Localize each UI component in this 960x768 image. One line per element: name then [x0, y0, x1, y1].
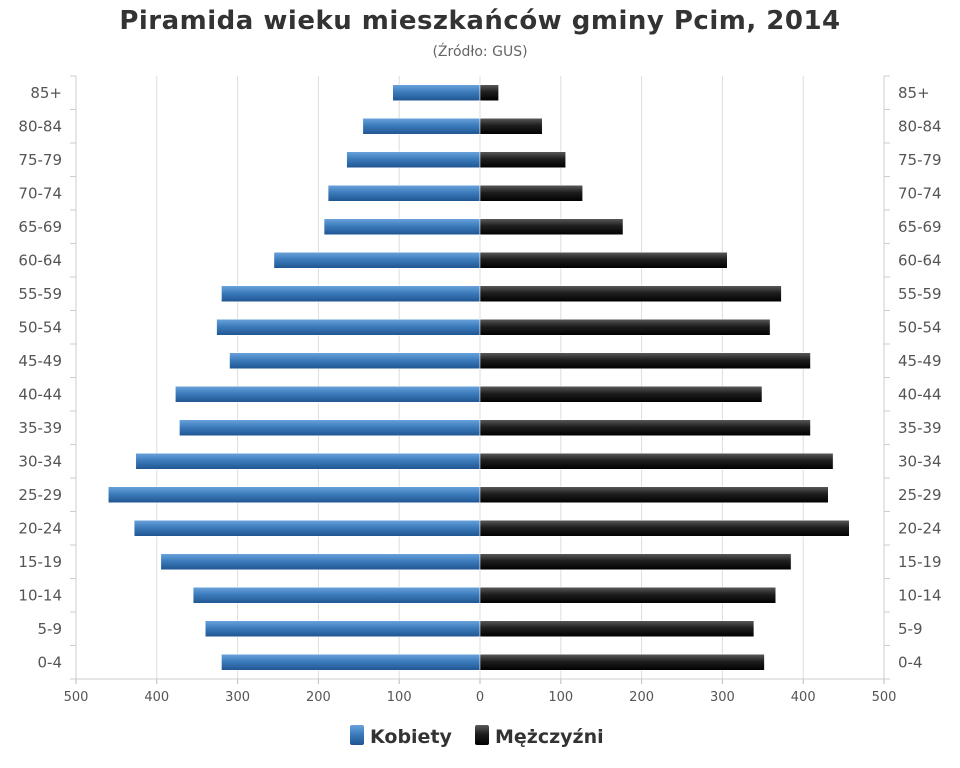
legend-label-kobiety[interactable]: Kobiety	[370, 726, 453, 748]
age-group-label-right: 70-74	[898, 184, 942, 202]
age-group-label-right: 75-79	[898, 151, 942, 169]
bar-mezczyzni-25-29[interactable]	[479, 486, 829, 503]
bar-kobiety-75-79[interactable]	[346, 151, 481, 168]
age-group-label-right: 65-69	[898, 218, 942, 236]
bar-kobiety-40-44[interactable]	[175, 386, 481, 403]
bar-mezczyzni-0-4[interactable]	[479, 654, 765, 671]
age-group-label-left: 50-54	[18, 318, 62, 336]
age-group-label-left: 30-34	[18, 452, 62, 470]
bar-mezczyzni-20-24[interactable]	[479, 520, 850, 537]
bar-mezczyzni-35-39[interactable]	[479, 419, 811, 436]
bar-kobiety-50-54[interactable]	[216, 319, 481, 336]
age-group-label-left: 60-64	[18, 251, 62, 269]
bar-mezczyzni-75-79[interactable]	[479, 151, 566, 168]
bar-mezczyzni-30-34[interactable]	[479, 453, 834, 470]
bar-mezczyzni-15-19[interactable]	[479, 553, 792, 570]
bar-mezczyzni-60-64[interactable]	[479, 252, 728, 269]
age-group-label-left: 15-19	[18, 553, 62, 571]
age-group-label-left: 10-14	[18, 586, 62, 604]
bar-kobiety-80-84[interactable]	[362, 118, 481, 135]
x-axis-tick-label: 500	[64, 690, 89, 705]
age-group-label-right: 30-34	[898, 452, 942, 470]
bar-kobiety-30-34[interactable]	[135, 453, 481, 470]
x-axis-tick-label: 100	[387, 690, 412, 705]
x-axis-tick-label: 200	[306, 690, 331, 705]
age-group-label-left: 5-9	[38, 620, 63, 638]
age-group-label-left: 65-69	[18, 218, 62, 236]
age-group-label-left: 25-29	[18, 486, 62, 504]
bar-kobiety-15-19[interactable]	[160, 553, 481, 570]
bar-mezczyzni-55-59[interactable]	[479, 285, 782, 302]
chart-title: Piramida wieku mieszkańców gminy Pcim, 2…	[119, 6, 841, 36]
age-group-label-right: 55-59	[898, 285, 942, 303]
bar-kobiety-25-29[interactable]	[108, 486, 481, 503]
x-axis-tick-label: 400	[791, 690, 816, 705]
bar-mezczyzni-45-49[interactable]	[479, 352, 811, 369]
x-axis-tick-label: 100	[548, 690, 573, 705]
bar-kobiety-65-69[interactable]	[323, 218, 481, 235]
legend-symbol-mezczyzni[interactable]	[475, 725, 489, 745]
age-group-label-right: 50-54	[898, 318, 942, 336]
age-group-label-right: 60-64	[898, 251, 942, 269]
legend-symbol-kobiety[interactable]	[350, 725, 364, 745]
bar-mezczyzni-10-14[interactable]	[479, 587, 776, 604]
bar-mezczyzni-80-84[interactable]	[479, 118, 543, 135]
bar-mezczyzni-65-69[interactable]	[479, 218, 624, 235]
bar-mezczyzni-5-9[interactable]	[479, 620, 755, 637]
bar-kobiety-0-4[interactable]	[221, 654, 481, 671]
age-group-label-left: 80-84	[18, 117, 62, 135]
age-group-label-right: 20-24	[898, 519, 942, 537]
x-axis-tick-label: 400	[144, 690, 169, 705]
age-group-label-right: 40-44	[898, 385, 942, 403]
age-group-label-right: 0-4	[898, 653, 923, 671]
bar-kobiety-10-14[interactable]	[192, 587, 481, 604]
age-group-label-left: 35-39	[18, 419, 62, 437]
legend-label-mezczyzni[interactable]: Mężczyźni	[495, 726, 604, 748]
x-axis-tick-label: 0	[476, 690, 484, 705]
age-group-label-left: 40-44	[18, 385, 62, 403]
bar-mezczyzni-50-54[interactable]	[479, 319, 771, 336]
bar-kobiety-60-64[interactable]	[273, 252, 481, 269]
bar-mezczyzni-40-44[interactable]	[479, 386, 763, 403]
bar-kobiety-45-49[interactable]	[229, 352, 481, 369]
age-group-label-right: 10-14	[898, 586, 942, 604]
bar-kobiety-85+[interactable]	[392, 84, 481, 101]
bar-kobiety-70-74[interactable]	[327, 185, 481, 202]
bar-kobiety-55-59[interactable]	[221, 285, 481, 302]
age-group-label-left: 20-24	[18, 519, 62, 537]
age-group-label-right: 45-49	[898, 352, 942, 370]
age-group-label-left: 55-59	[18, 285, 62, 303]
x-axis-tick-label: 500	[872, 690, 897, 705]
x-axis-tick-label: 300	[710, 690, 735, 705]
age-group-label-right: 80-84	[898, 117, 942, 135]
age-group-label-right: 35-39	[898, 419, 942, 437]
age-group-label-right: 15-19	[898, 553, 942, 571]
bar-kobiety-5-9[interactable]	[205, 620, 481, 637]
age-group-label-left: 70-74	[18, 184, 62, 202]
bar-mezczyzni-70-74[interactable]	[479, 185, 583, 202]
age-group-label-right: 5-9	[898, 620, 923, 638]
x-axis-tick-label: 200	[629, 690, 654, 705]
age-group-label-left: 75-79	[18, 151, 62, 169]
bar-kobiety-35-39[interactable]	[179, 419, 481, 436]
age-group-label-left: 45-49	[18, 352, 62, 370]
age-group-label-left: 85+	[30, 84, 62, 102]
age-group-label-left: 0-4	[38, 653, 63, 671]
bar-mezczyzni-85+[interactable]	[479, 84, 499, 101]
bar-kobiety-20-24[interactable]	[133, 520, 481, 537]
age-group-label-right: 85+	[898, 84, 930, 102]
age-group-label-right: 25-29	[898, 486, 942, 504]
chart-subtitle: (Źródło: GUS)	[432, 44, 528, 60]
x-axis-tick-label: 300	[225, 690, 250, 705]
